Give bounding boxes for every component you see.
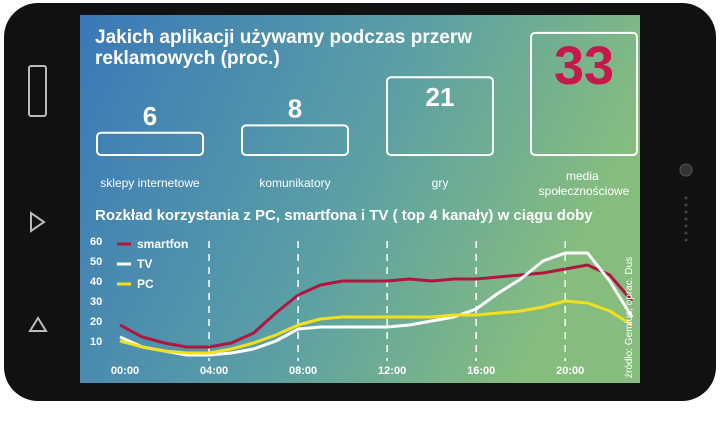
legend-label: PC (137, 277, 154, 291)
series-line (119, 251, 634, 357)
category-label: gry (432, 176, 449, 190)
y-tick-label: 30 (90, 296, 102, 308)
back-icon (30, 211, 46, 233)
x-tick-label: 20:00 (556, 365, 584, 377)
y-tick-label: 60 (90, 236, 102, 248)
category-label: media społecznościowe (539, 169, 630, 198)
charts: Jakich aplikacji używamy podczas przerw … (90, 27, 638, 378)
value-label: 8 (288, 93, 302, 123)
value-box (241, 124, 349, 157)
speaker (684, 196, 688, 242)
y-tick-label: 20 (90, 316, 102, 328)
x-tick-label: 16:00 (467, 365, 495, 377)
series-line (119, 299, 633, 355)
legend-label: smartfon (137, 237, 188, 251)
screen (80, 15, 640, 383)
value-box (530, 31, 638, 156)
x-tick-label: 12:00 (378, 365, 406, 377)
y-tick-label: 50 (90, 256, 102, 268)
y-tick-label: 10 (90, 336, 102, 348)
x-tick-label: 04:00 (200, 365, 228, 377)
value-box (96, 131, 204, 157)
menu-icon (28, 65, 47, 117)
subtitle: Rozkład korzystania z PC, smartfona i TV… (95, 207, 593, 224)
value-label: 33 (554, 36, 614, 96)
category-label: komunikatory (259, 176, 330, 190)
legend-label: TV (137, 257, 152, 271)
value-label: 21 (426, 82, 455, 112)
value-box (386, 76, 494, 156)
home-icon (28, 316, 48, 332)
x-tick-label: 08:00 (289, 365, 317, 377)
x-tick-label: 00:00 (111, 365, 139, 377)
category-label: sklepy internetowe (100, 176, 200, 190)
title: Jakich aplikacji używamy podczas przerw … (95, 27, 477, 69)
value-label: 6 (143, 101, 157, 131)
y-tick-label: 40 (90, 276, 102, 288)
camera (679, 163, 693, 177)
series-line (119, 263, 634, 349)
source: źródło: Gemius, oprac. Dus (624, 257, 635, 378)
